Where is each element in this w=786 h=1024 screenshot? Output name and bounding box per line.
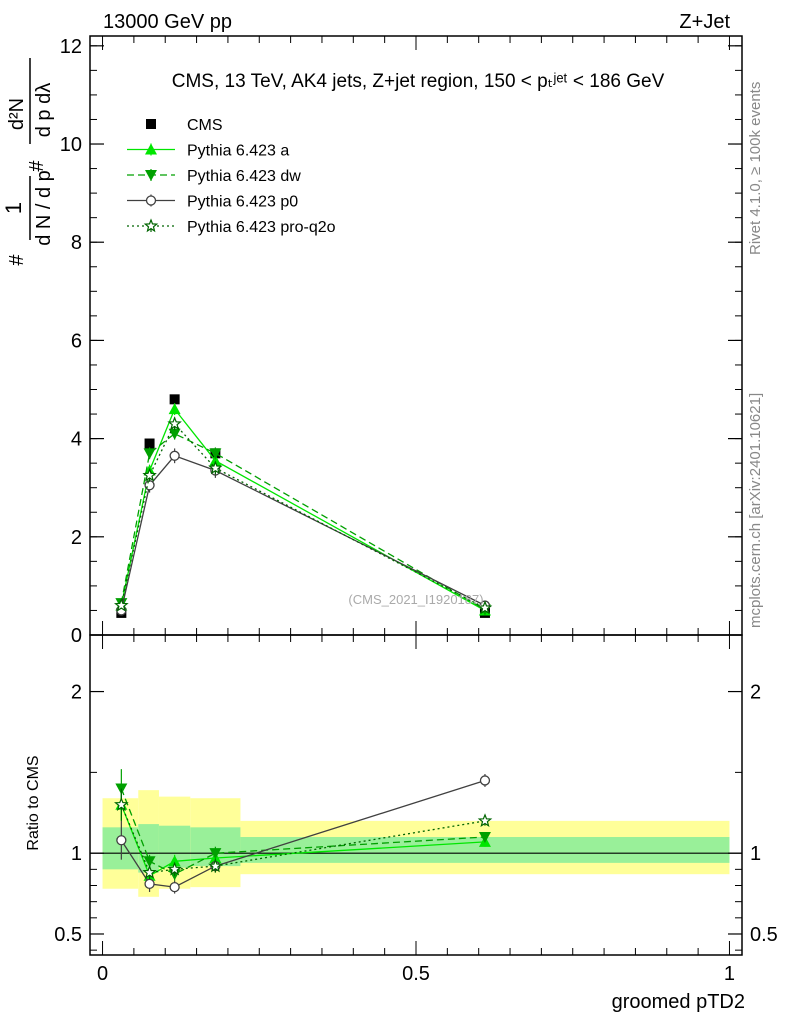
ratio-series-pythia-6-423-pro-q2o	[114, 788, 493, 880]
ratio-point	[114, 797, 129, 811]
data-point	[168, 428, 181, 440]
header-right: Z+Jet	[679, 11, 730, 33]
legend-marker	[145, 143, 157, 155]
legend-marker	[146, 119, 156, 129]
series-pythia-6-423-p0	[116, 448, 491, 616]
data-point	[144, 438, 155, 449]
ratio-point	[169, 881, 180, 893]
ratio-point	[208, 858, 223, 873]
x-tick-label: 0.5	[402, 963, 430, 985]
y-tick-label: 6	[71, 330, 82, 352]
ratio-panel: 0.5 0.5 1 1 2 2 0 0.5 1	[54, 634, 778, 985]
ratio-point	[142, 864, 157, 879]
ratio-point	[116, 835, 127, 846]
y-tick-label: 2	[71, 682, 82, 704]
watermark: (CMS_2021_I1920187)	[348, 592, 483, 607]
svg-text:d²N: d²N	[6, 98, 28, 130]
legend-entry: Pythia 6.423 pro-q2o	[127, 218, 336, 236]
legend-label: Pythia 6.423 dw	[187, 168, 301, 185]
main-panel: 0 2 4 6 8 10 12	[60, 35, 743, 647]
data-point	[209, 454, 222, 466]
svg-text:d N / d p: d N / d p	[33, 170, 55, 246]
y-tick-label: 8	[71, 232, 82, 254]
data-point	[167, 416, 182, 431]
ratio-point	[144, 878, 155, 890]
main-y-axis-label: # 1 d N / d p # d²N d p dλ	[1, 58, 55, 266]
rivet-label: Rivet 4.1.0, ≥ 100k events	[747, 82, 764, 255]
ratio-point	[477, 813, 493, 828]
header-left: 13000 GeV pp	[103, 11, 232, 33]
data-point	[169, 394, 180, 405]
ratio-point	[479, 775, 491, 786]
legend: CMS Pythia 6.423 a Pythia 6.423 dw Pythia 6…	[127, 117, 336, 236]
legend-label: CMS	[187, 117, 223, 134]
legend-entry: Pythia 6.423 p0	[127, 194, 298, 211]
series-pythia-6-423-pro-q2o	[114, 416, 493, 615]
legend-entry: Pythia 6.423 a	[127, 143, 289, 160]
ratio-point	[478, 832, 491, 844]
legend-label: Pythia 6.423 a	[187, 143, 289, 160]
ratio-point	[143, 856, 156, 868]
y-tick-label-right: 1	[750, 843, 761, 865]
x-tick-label: 0	[97, 963, 108, 985]
legend-entry: Pythia 6.423 dw	[127, 168, 301, 185]
y-tick-label-right: 0.5	[750, 924, 778, 946]
data-point	[168, 403, 181, 415]
data-point	[143, 448, 156, 460]
series-line	[120, 407, 486, 612]
data-point	[114, 597, 129, 612]
data-point	[208, 460, 223, 475]
legend-entry: CMS	[146, 117, 223, 134]
y-tick-label: 1	[71, 843, 82, 865]
legend-marker	[143, 218, 159, 233]
y-tick-label: 0	[71, 625, 82, 647]
legend-marker	[145, 170, 157, 181]
y-tick-label: 0.5	[54, 924, 82, 946]
y-tick-label-right: 2	[750, 682, 761, 704]
x-axis-label: groomed pTD2	[612, 991, 745, 1013]
uncertainty-band-green	[102, 827, 139, 870]
ratio-point	[209, 848, 222, 860]
ratio-line	[120, 804, 486, 874]
y-tick-label: 10	[60, 134, 82, 156]
ratio-y-axis-label: Ratio to CMS	[25, 755, 42, 850]
ratio-point	[168, 855, 181, 867]
x-tick-label: 1	[724, 963, 735, 985]
series-pythia-6-423-a	[115, 403, 491, 616]
data-point	[477, 600, 493, 615]
svg-text:1: 1	[1, 202, 26, 214]
legend-label: Pythia 6.423 p0	[187, 194, 298, 211]
y-tick-label: 4	[71, 429, 82, 451]
data-point	[144, 480, 155, 491]
series-line	[120, 432, 486, 611]
mcplots-label: mcplots.cern.ch [arXiv:2401.10621]	[747, 393, 764, 628]
series-line	[120, 455, 486, 611]
data-point	[169, 450, 180, 461]
data-point	[142, 467, 157, 482]
y-tick-label: 2	[71, 527, 82, 549]
svg-text:#: #	[26, 160, 48, 172]
svg-text:#: #	[6, 254, 28, 266]
svg-text:d p dλ: d p dλ	[33, 83, 55, 137]
legend-label: Pythia 6.423 pro-q2o	[187, 219, 336, 236]
data-point	[209, 448, 222, 460]
legend-marker	[145, 195, 157, 206]
y-tick-label: 12	[60, 36, 82, 58]
ratio-point	[167, 861, 182, 876]
chart-title: CMS, 13 TeV, AK4 jets, Z+jet region, 150…	[172, 71, 665, 92]
plot-frame	[89, 634, 743, 956]
ratio-line	[120, 788, 486, 875]
